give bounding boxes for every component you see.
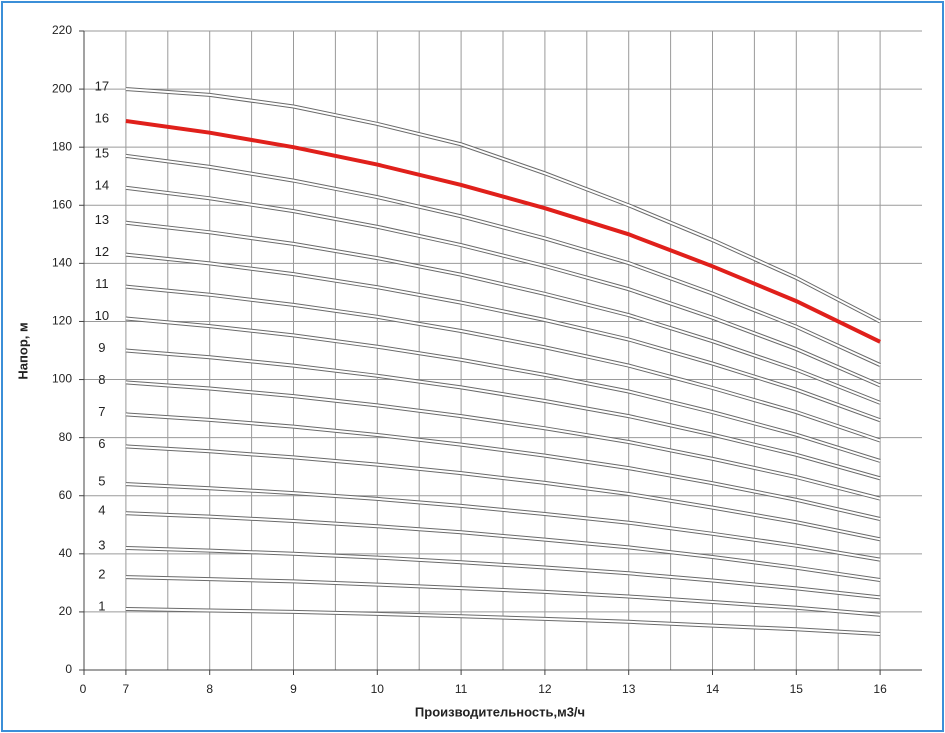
x-axis-title: Производительность,м3/ч [415,704,585,719]
series-label: 8 [98,372,105,387]
x-tick-label: 9 [290,682,297,696]
series-label: 16 [95,110,109,125]
x-tick-label: 8 [206,682,213,696]
x-tick-label: 15 [790,682,804,696]
series-line [125,445,881,541]
x-tick-label: 11 [455,682,468,696]
series-line [125,576,881,616]
y-tick-label: 20 [59,604,73,618]
y-tick-label: 220 [52,23,72,37]
series-line [125,88,881,323]
y-axis-title: Напор, м [15,322,30,379]
y-tick-label: 0 [65,662,72,676]
y-tick-label: 60 [59,488,73,502]
series-label: 6 [98,436,105,451]
series-line [125,381,881,500]
series-label: 10 [95,308,109,323]
series-label: 11 [95,276,109,291]
y-tick-label: 160 [52,197,72,211]
series-line [125,119,881,344]
series-line [125,349,881,480]
x-tick-label: 0 [80,682,87,696]
series-line [125,413,881,520]
y-tick-label: 80 [59,430,73,444]
series-line [125,154,881,366]
series-label: 1 [98,598,105,613]
x-tick-label: 10 [371,682,385,696]
series-line [125,608,881,635]
x-tick-label: 7 [123,682,130,696]
y-tick-label: 40 [59,546,73,560]
series-line [125,512,881,581]
series-label: 13 [95,212,109,227]
series-label: 4 [98,503,105,518]
x-tick-label: 14 [706,682,720,696]
series-label: 5 [98,474,105,489]
series-line [125,221,881,404]
series-label: 17 [95,79,109,94]
series-label: 3 [98,537,105,552]
x-tick-label: 16 [873,682,887,696]
series-line [125,483,881,561]
y-tick-label: 180 [52,139,72,153]
y-tick-label: 100 [52,372,72,386]
series-label: 15 [95,145,109,160]
series-label: 14 [95,177,109,192]
x-tick-label: 13 [622,682,636,696]
y-tick-label: 120 [52,314,72,328]
series-label: 7 [98,404,105,419]
y-tick-label: 140 [52,256,72,270]
series-label: 12 [95,244,109,259]
series-label: 9 [98,340,105,355]
series-line [125,253,881,422]
series-line [125,317,881,462]
y-tick-label: 200 [52,81,72,95]
series-line [125,285,881,442]
series-line [125,186,881,387]
series-line [125,547,881,599]
series-label: 2 [98,566,105,581]
x-tick-label: 12 [538,682,552,696]
